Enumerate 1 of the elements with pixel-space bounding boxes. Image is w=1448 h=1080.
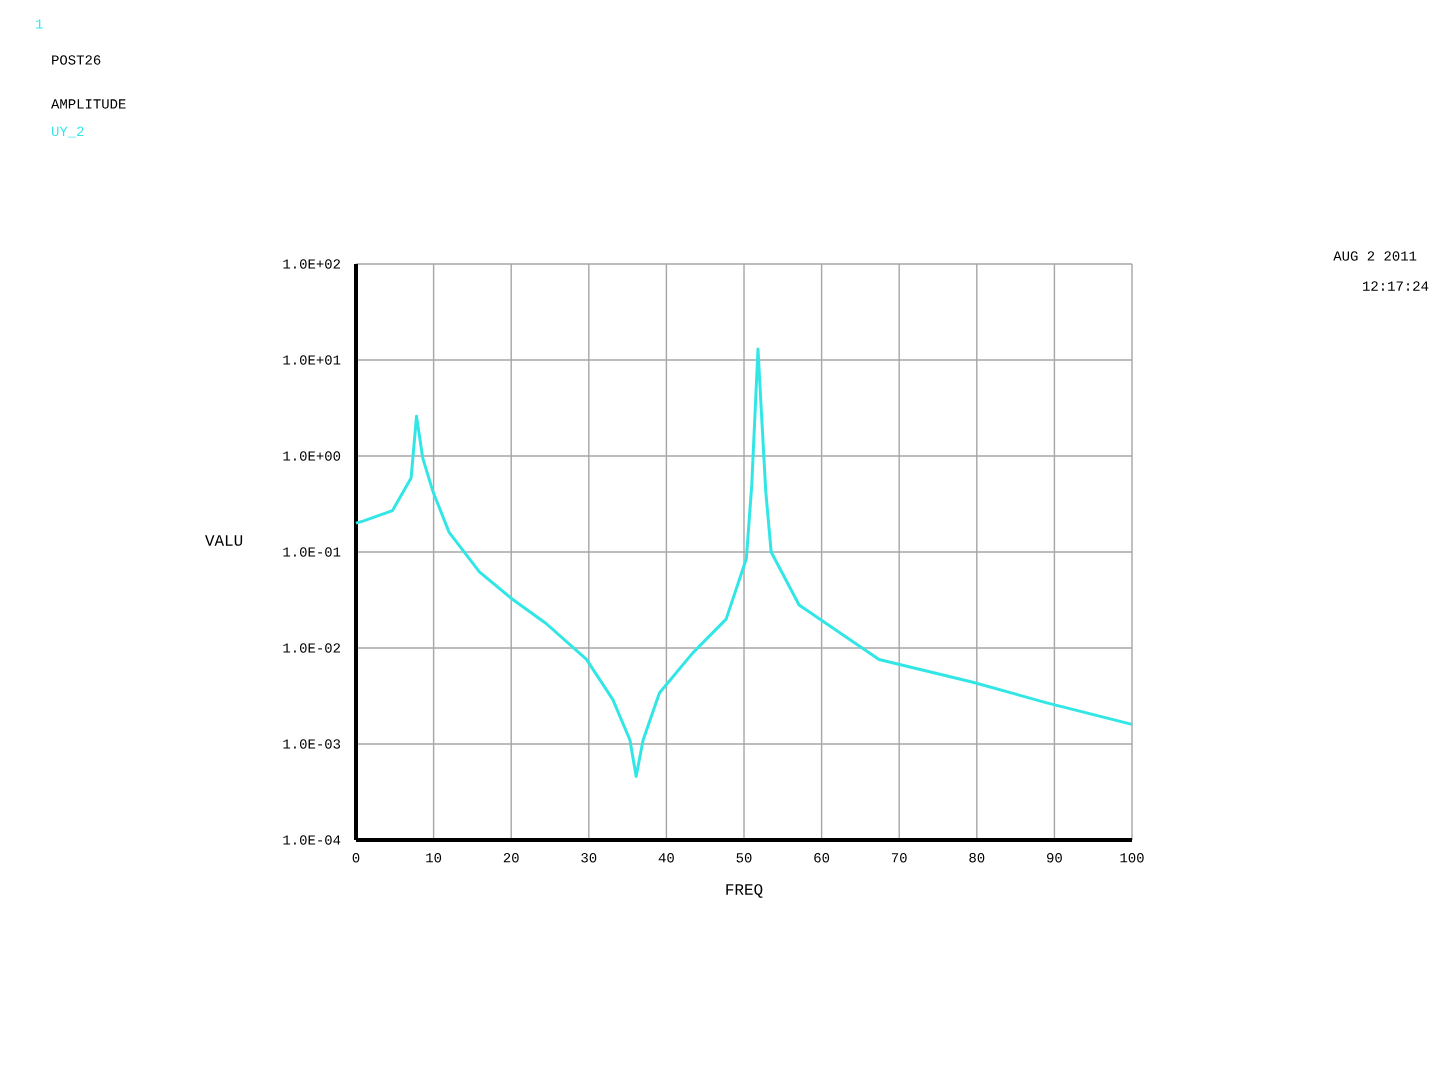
line-series [354, 347, 1134, 778]
